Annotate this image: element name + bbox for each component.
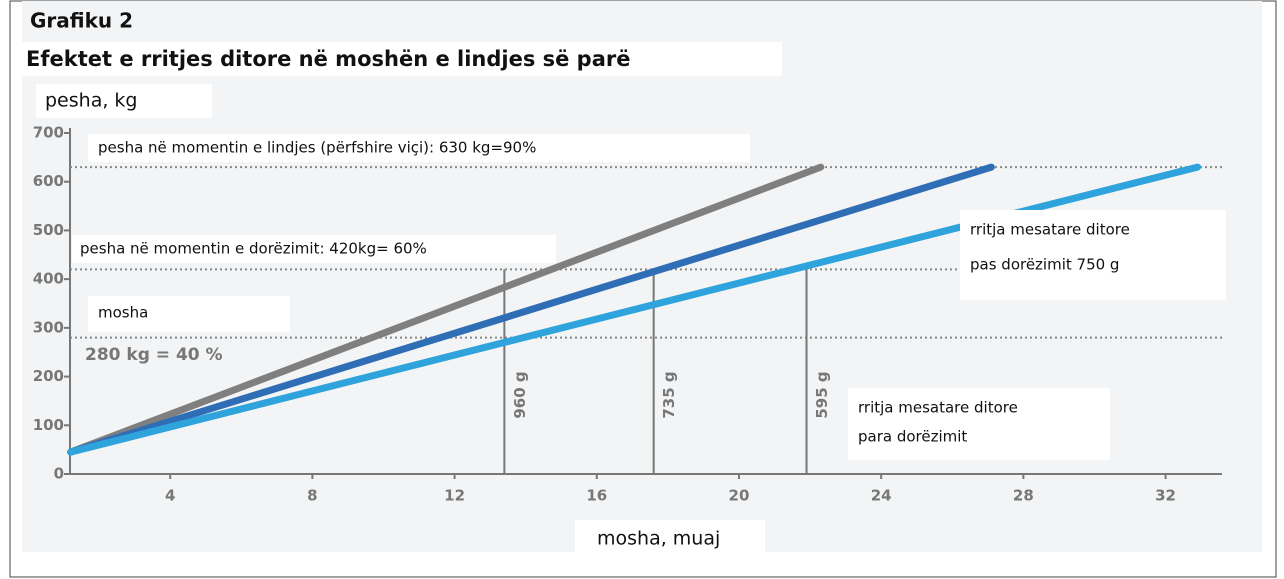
plot: 0 100 200 300 400 500 600 700 4 8 12 16 20 24 28 32 960 …: [33, 124, 1222, 505]
x-tick-label: 16: [586, 487, 607, 505]
y-tick-label: 400: [33, 270, 64, 288]
annotation: pas dorëzimit 750 g: [970, 256, 1119, 274]
annotation: mosha: [98, 304, 148, 322]
label-box: [36, 84, 212, 118]
annotation: para dorëzimit: [858, 428, 967, 446]
label-box: [575, 520, 765, 558]
label-box: [72, 235, 556, 263]
x-tick-label: 28: [1013, 487, 1034, 505]
y-tick-label: 700: [33, 124, 64, 142]
annotations: pesha në momentin e lindjes (përfshire v…: [72, 134, 1226, 460]
marker-label: 960 g: [511, 371, 529, 418]
label-box: [960, 210, 1226, 300]
annotation: rritja mesatare ditore: [970, 221, 1130, 239]
x-tick-label: 4: [165, 487, 175, 505]
x-tick-label: 12: [444, 487, 465, 505]
y-tick-label: 500: [33, 221, 64, 239]
annotation: pesha në momentin e lindjes (përfshire v…: [98, 139, 536, 157]
annotation: 280 kg = 40 %: [85, 345, 223, 365]
label-box: [88, 134, 750, 162]
y-tick-label: 100: [33, 416, 64, 434]
y-tick-label: 0: [54, 465, 64, 483]
chart-subtitle: Efektet e rritjes ditore në moshën e lin…: [26, 47, 631, 71]
annotation: pesha në momentin e dorëzimit: 420kg= 60…: [80, 240, 427, 258]
x-tick-label: 8: [307, 487, 317, 505]
y-tick-label: 300: [33, 318, 64, 336]
y-tick-label: 600: [33, 172, 64, 190]
annotation: rritja mesatare ditore: [858, 399, 1018, 417]
series-line: [67, 163, 825, 456]
x-tick-label: 20: [729, 487, 750, 505]
x-tick-label: 24: [871, 487, 892, 505]
marker-label: 595 g: [813, 371, 831, 418]
x-tick-label: 32: [1155, 487, 1176, 505]
x-axis-label: mosha, muaj: [597, 528, 720, 550]
y-tick-label: 200: [33, 367, 64, 385]
marker-label: 735 g: [660, 371, 678, 418]
label-box: [88, 296, 290, 332]
label-box: [848, 388, 1110, 460]
series-line: [67, 163, 995, 456]
y-axis-label: pesha, kg: [45, 90, 137, 112]
label-box: [22, 42, 782, 76]
chart-title: Grafiku 2: [30, 9, 133, 33]
